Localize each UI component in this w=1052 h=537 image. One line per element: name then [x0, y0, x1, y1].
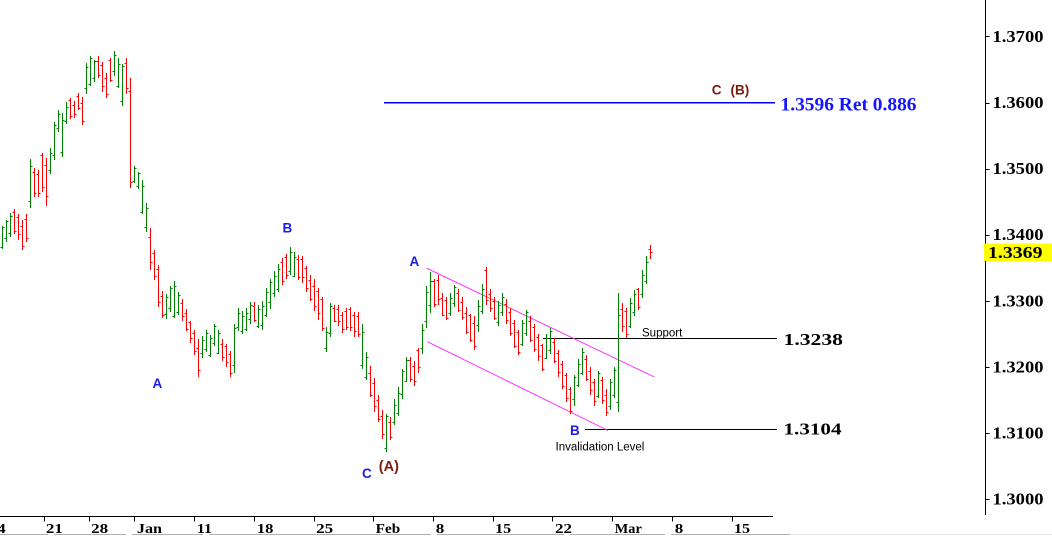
svg-text:8: 8 — [675, 522, 684, 537]
svg-text:1.3500: 1.3500 — [993, 159, 1044, 178]
svg-text:Feb: Feb — [376, 522, 401, 537]
svg-text:A: A — [153, 376, 163, 391]
svg-text:1.3596 Ret 0.886: 1.3596 Ret 0.886 — [781, 95, 917, 115]
svg-text:1.3100: 1.3100 — [993, 424, 1044, 443]
svg-text:18: 18 — [257, 522, 274, 537]
svg-text:(B): (B) — [731, 83, 750, 98]
svg-text:15: 15 — [495, 522, 511, 537]
svg-text:4: 4 — [0, 522, 6, 537]
svg-text:1.3238: 1.3238 — [784, 330, 844, 349]
svg-text:15: 15 — [734, 522, 750, 537]
svg-text:(A): (A) — [379, 459, 399, 475]
svg-text:Invalidation Level: Invalidation Level — [556, 441, 645, 453]
svg-text:1.3600: 1.3600 — [993, 93, 1044, 112]
svg-text:C: C — [362, 466, 372, 481]
svg-text:Mar: Mar — [615, 522, 642, 537]
svg-text:28: 28 — [91, 522, 108, 537]
svg-text:B: B — [283, 220, 293, 235]
svg-text:1.3400: 1.3400 — [993, 225, 1044, 244]
svg-text:1.3000: 1.3000 — [993, 490, 1044, 509]
svg-text:Support: Support — [642, 327, 683, 339]
svg-text:1.3700: 1.3700 — [993, 27, 1044, 46]
svg-text:25: 25 — [316, 522, 333, 537]
svg-text:1.3369: 1.3369 — [988, 243, 1043, 262]
svg-text:11: 11 — [197, 522, 212, 537]
svg-text:8: 8 — [436, 522, 445, 537]
svg-text:C: C — [712, 83, 722, 98]
svg-text:1.3104: 1.3104 — [784, 420, 843, 439]
svg-text:1.3300: 1.3300 — [993, 291, 1044, 310]
svg-text:A: A — [410, 254, 420, 269]
svg-text:Jan: Jan — [137, 522, 162, 537]
svg-text:21: 21 — [46, 522, 63, 537]
svg-text:1.3200: 1.3200 — [993, 357, 1044, 376]
svg-text:B: B — [570, 423, 580, 438]
svg-text:22: 22 — [555, 522, 572, 537]
